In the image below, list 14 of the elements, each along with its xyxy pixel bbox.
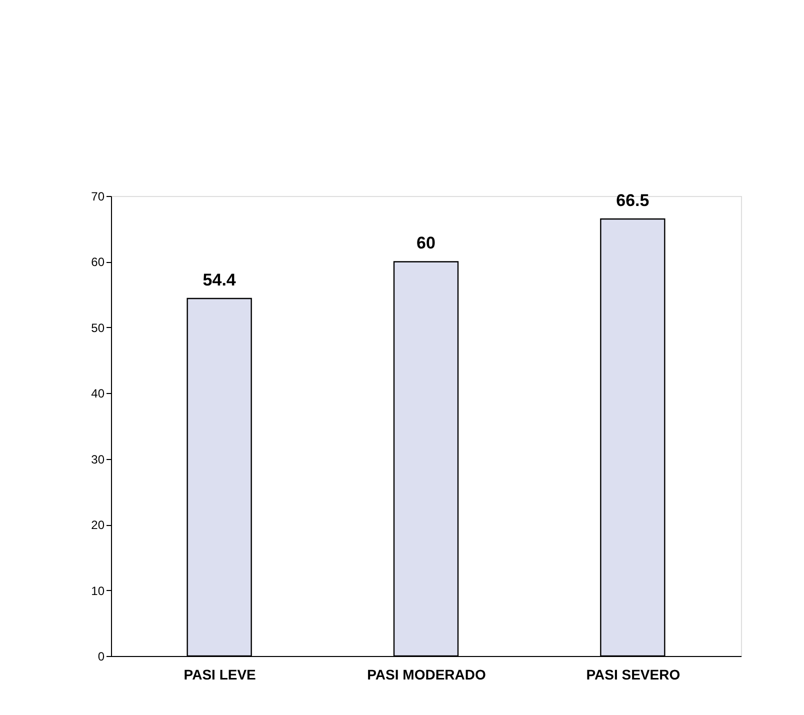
data-label: 54.4 bbox=[202, 270, 236, 290]
x-tick-label: PASI SEVERO bbox=[586, 666, 680, 682]
y-tick-label: 20 bbox=[91, 518, 105, 532]
y-tick-label: 10 bbox=[91, 584, 105, 598]
y-tick-label: 40 bbox=[91, 386, 105, 401]
x-tick-label: PASI MODERADO bbox=[367, 666, 486, 682]
y-tick-label: 30 bbox=[91, 452, 105, 466]
y-tick-label: 60 bbox=[91, 255, 105, 270]
y-tick-label: 70 bbox=[91, 190, 105, 204]
y-tick-label: 50 bbox=[91, 320, 105, 335]
y-tick-label: 0 bbox=[98, 650, 105, 664]
data-label: 60 bbox=[416, 234, 436, 253]
x-tick-label: PASI LEVE bbox=[184, 666, 256, 682]
data-label: 66.5 bbox=[616, 191, 650, 210]
